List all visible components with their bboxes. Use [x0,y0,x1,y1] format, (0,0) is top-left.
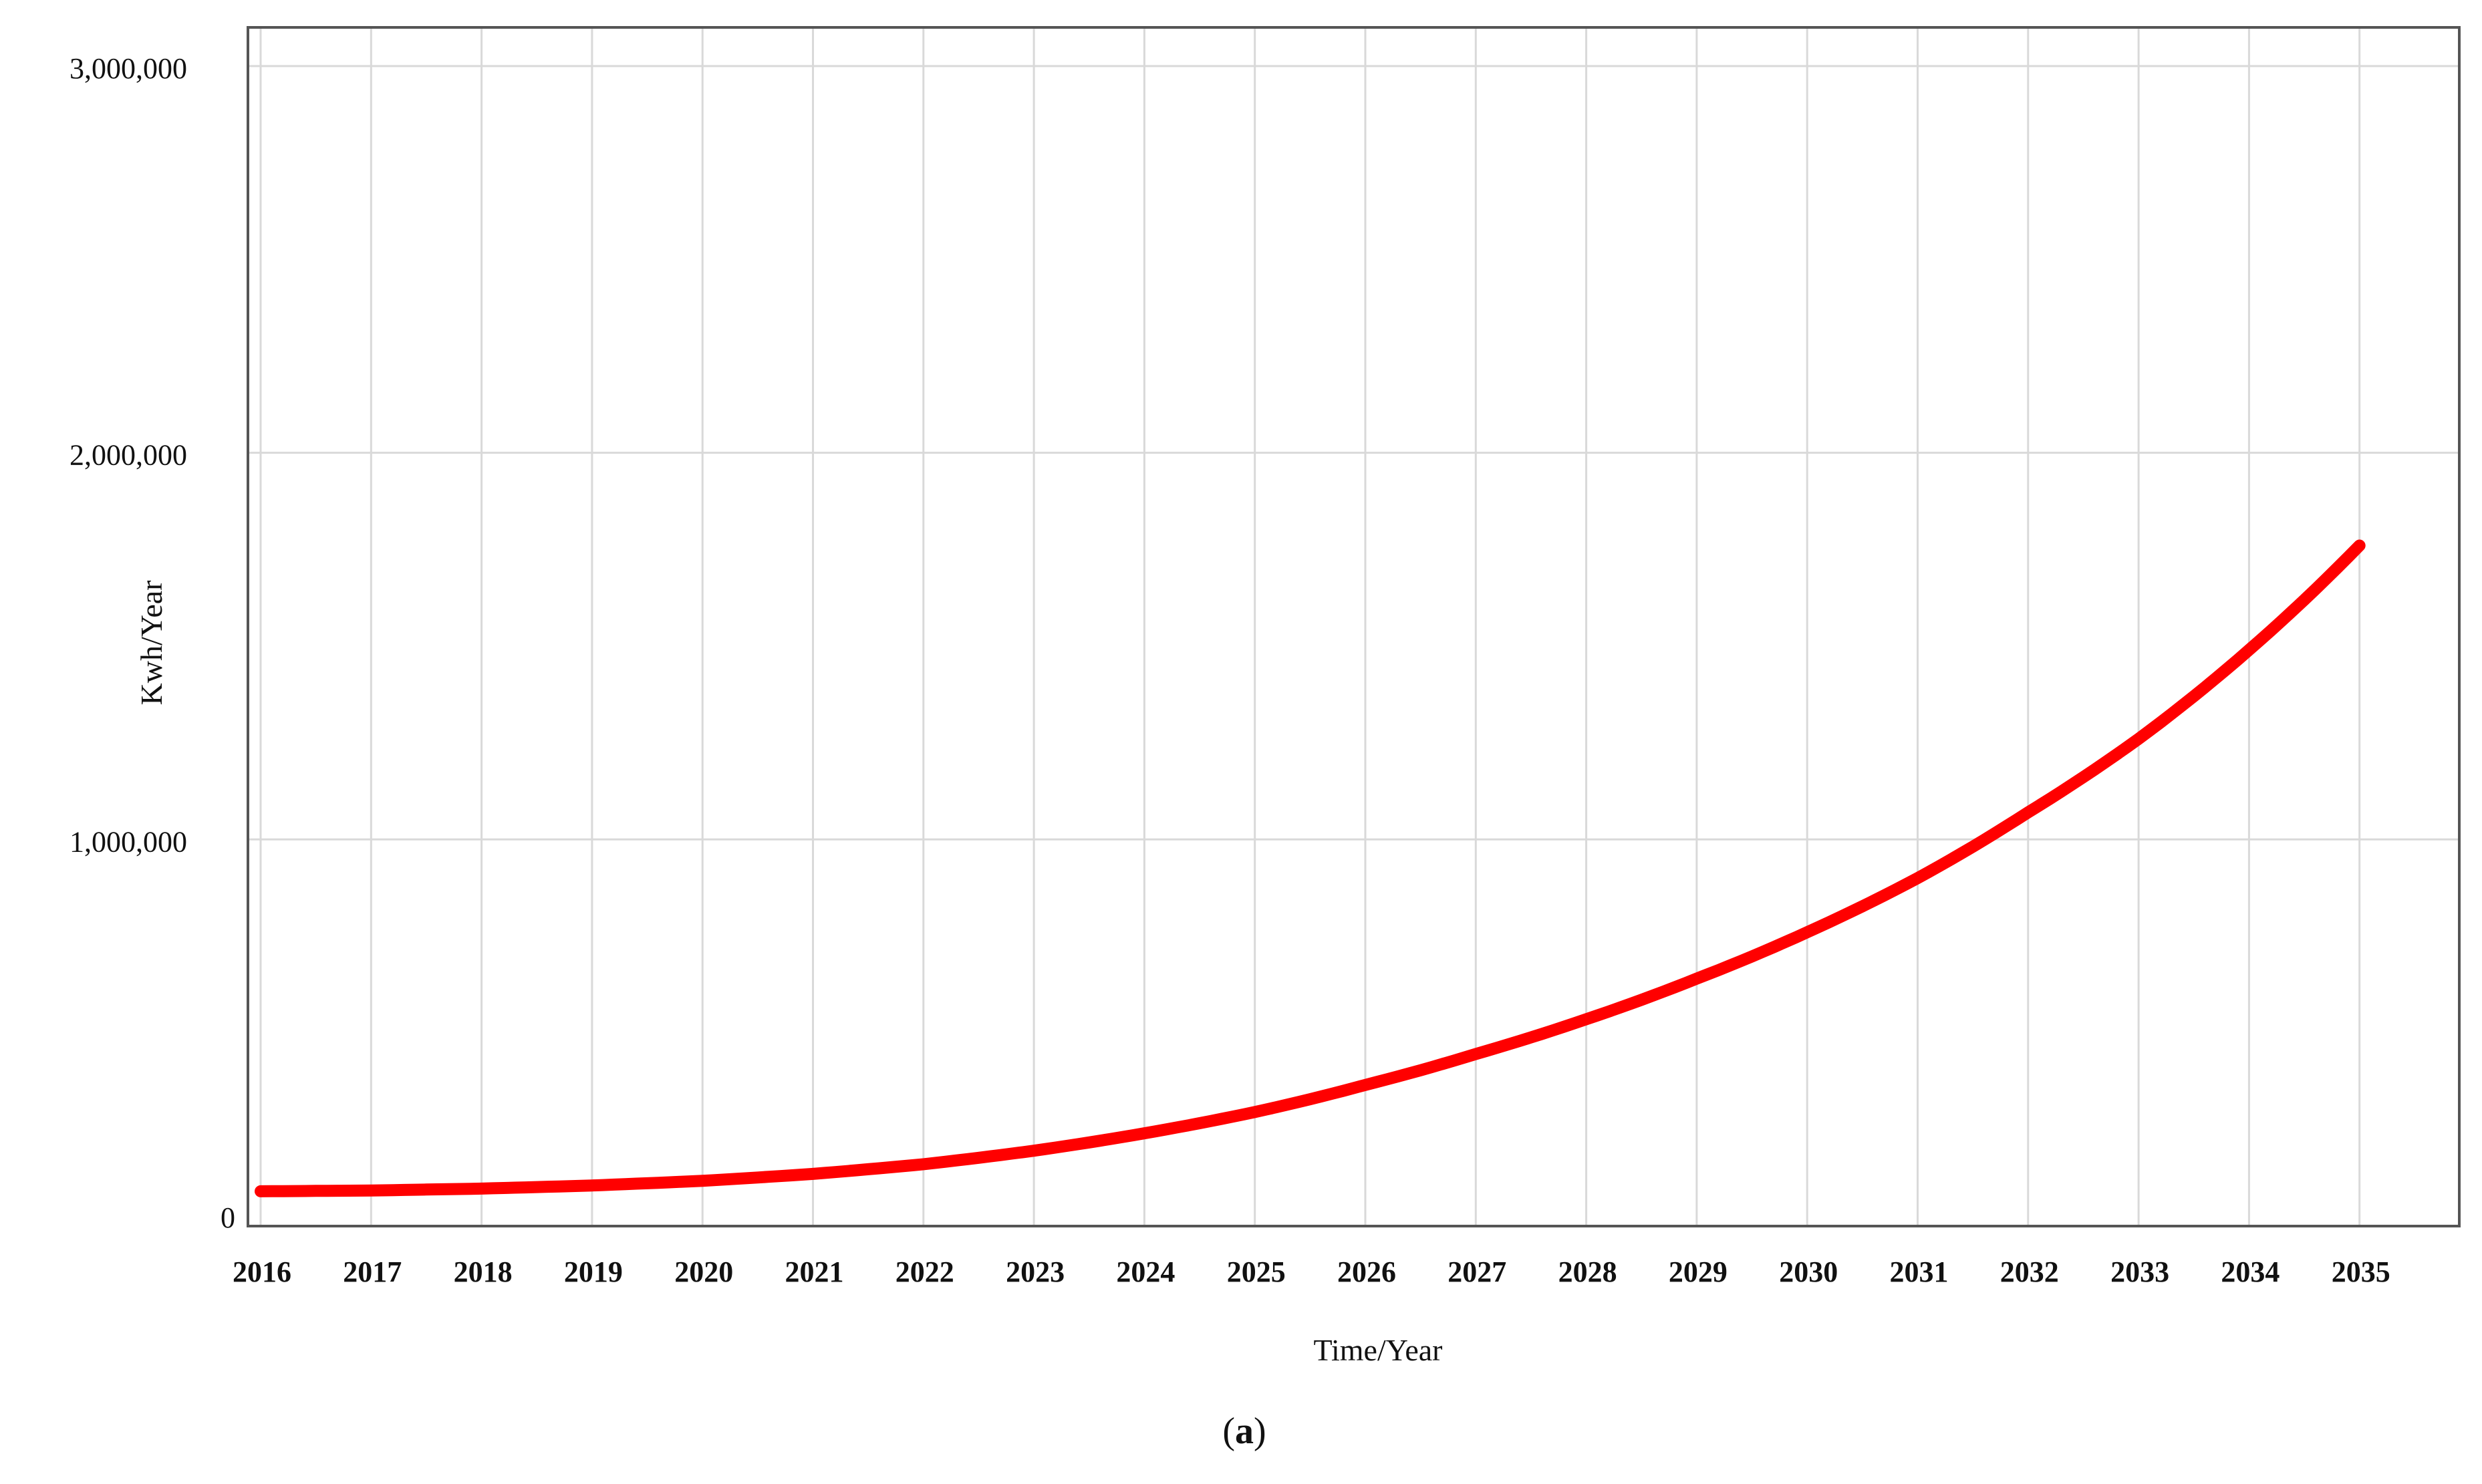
x-tick-label: 2029 [1669,1255,1728,1288]
x-tick-label: 2016 [233,1255,291,1288]
caption-close-paren: ) [1254,1411,1266,1452]
x-tick-label: 2031 [1890,1255,1949,1288]
x-axis-label: Time/Year [1313,1333,1442,1367]
y-tick-label: 1,000,000 [70,825,187,858]
figure-caption: (a) [1222,1411,1266,1452]
y-tick-label: 2,000,000 [70,439,187,472]
x-tick-label: 2023 [1006,1255,1065,1288]
x-tick-label: 2030 [1779,1255,1838,1288]
x-tick-label: 2017 [343,1255,402,1288]
x-tick-label: 2018 [454,1255,513,1288]
x-tick-label: 2026 [1337,1255,1396,1288]
x-tick-label: 2032 [2000,1255,2059,1288]
x-axis-ticks: 2016 2017 2018 2019 2020 2021 2022 2023 2024 2025… [233,1255,2390,1288]
x-tick-label: 2028 [1558,1255,1617,1288]
plot-background [248,27,2459,1226]
caption-open-paren: ( [1222,1411,1235,1452]
x-tick-label: 2022 [895,1255,954,1288]
y-axis-label: Kwh/Year [134,581,168,706]
x-tick-label: 2034 [2221,1255,2280,1288]
x-tick-label: 2027 [1447,1255,1506,1288]
x-tick-label: 2033 [2110,1255,2169,1288]
y-tick-label: 3,000,000 [70,52,187,85]
x-tick-label: 2020 [674,1255,733,1288]
x-tick-label: 2025 [1227,1255,1286,1288]
x-tick-label: 2024 [1116,1255,1175,1288]
y-tick-label: 0 [221,1201,235,1234]
x-tick-label: 2035 [2332,1255,2390,1288]
x-tick-label: 2019 [564,1255,623,1288]
x-tick-label: 2021 [785,1255,844,1288]
caption-letter: a [1235,1411,1254,1452]
